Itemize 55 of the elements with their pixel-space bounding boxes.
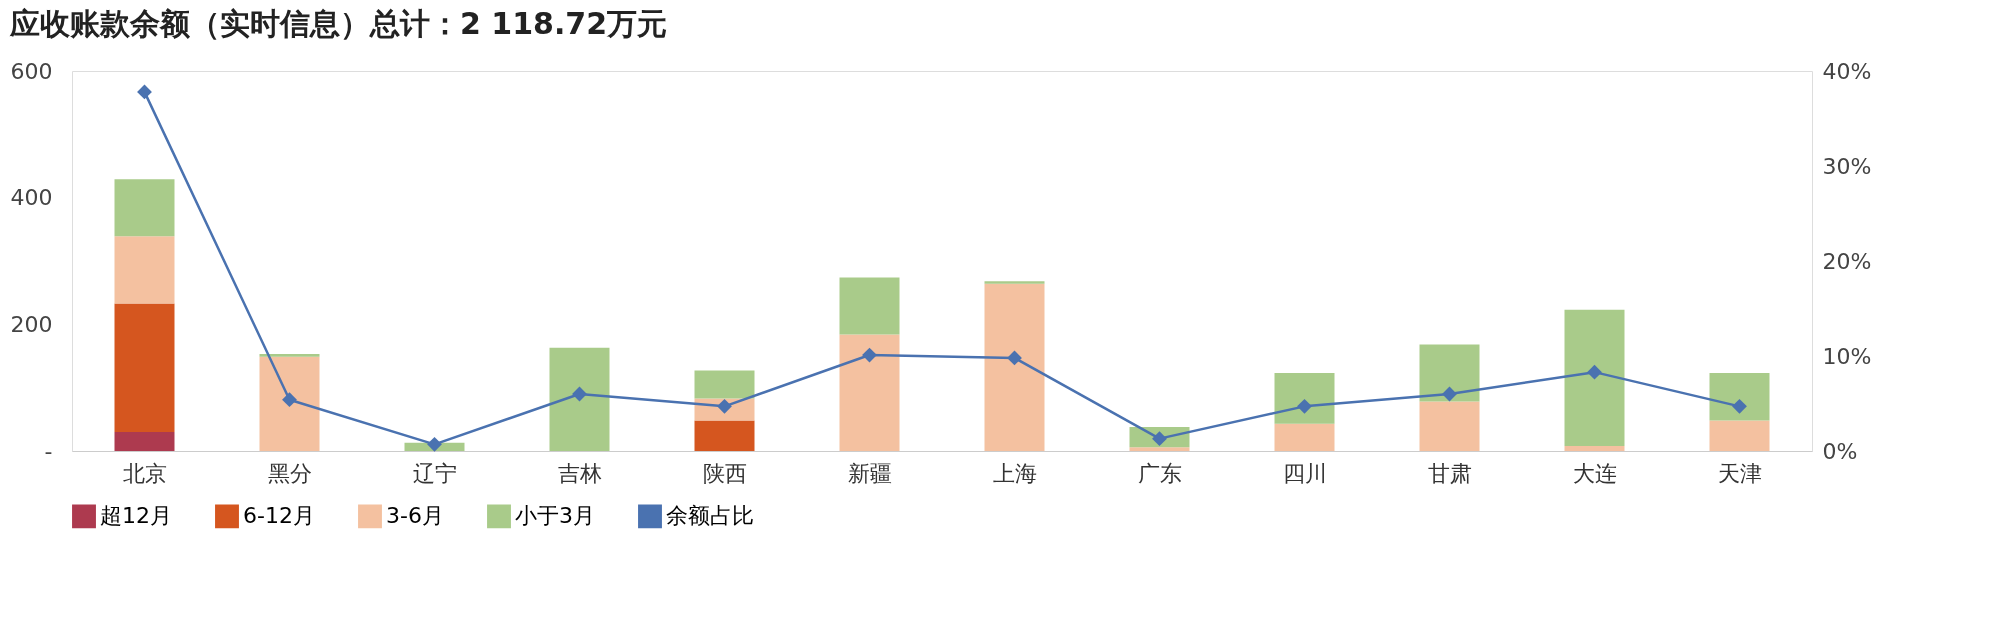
y-tick-label: - bbox=[44, 438, 53, 464]
y-tick-label: 400 bbox=[10, 185, 53, 211]
bar bbox=[694, 420, 755, 451]
x-tick-label: 大连 bbox=[1572, 460, 1617, 486]
x-tick-label: 辽宁 bbox=[412, 460, 457, 486]
x-tick-label: 天津 bbox=[1717, 460, 1762, 486]
bar bbox=[114, 303, 175, 432]
chart-title: 应收账款余额（实时信息）总计：2 118.72万元 bbox=[9, 6, 668, 41]
bar bbox=[114, 236, 175, 304]
bar bbox=[839, 277, 900, 335]
point bbox=[282, 392, 297, 408]
legend-label: 余额占比 bbox=[666, 503, 754, 529]
y2-tick-label: 30% bbox=[1822, 153, 1872, 179]
bar bbox=[839, 334, 900, 451]
point bbox=[1732, 398, 1747, 414]
x-tick-label: 黑分 bbox=[267, 460, 312, 486]
x-tick-label: 吉林 bbox=[557, 460, 602, 486]
legend-label: 3-6月 bbox=[386, 503, 444, 529]
x-tick-label: 新疆 bbox=[847, 460, 892, 486]
y2-tick-label: 20% bbox=[1822, 248, 1872, 274]
bar bbox=[1129, 447, 1190, 451]
x-tick-label: 陕西 bbox=[702, 460, 747, 486]
legend-label: 6-12月 bbox=[243, 503, 315, 529]
y-tick-label: 200 bbox=[10, 311, 53, 337]
bar bbox=[1709, 373, 1770, 421]
x-tick-label: 甘肃 bbox=[1427, 460, 1472, 486]
y2-tick-label: 0% bbox=[1822, 438, 1858, 464]
legend-label: 超12月 bbox=[100, 503, 172, 529]
x-tick-label: 北京 bbox=[122, 460, 167, 486]
bar bbox=[1419, 401, 1480, 451]
bar bbox=[1709, 420, 1770, 451]
y2-tick-label: 40% bbox=[1822, 58, 1872, 84]
bar bbox=[1564, 309, 1625, 446]
bar bbox=[114, 179, 175, 237]
bar bbox=[984, 283, 1045, 451]
bar bbox=[259, 354, 320, 357]
x-tick-label: 上海 bbox=[992, 460, 1037, 486]
bar bbox=[1419, 344, 1480, 402]
legend-label: 小于3月 bbox=[515, 503, 595, 529]
y-tick-label: 600 bbox=[10, 58, 53, 84]
point bbox=[137, 84, 152, 100]
bar bbox=[1564, 445, 1625, 451]
point bbox=[427, 436, 442, 452]
y2-tick-label: 10% bbox=[1822, 343, 1872, 369]
x-tick-label: 广东 bbox=[1137, 460, 1182, 486]
bar bbox=[1274, 423, 1335, 451]
bar bbox=[549, 347, 610, 451]
bar bbox=[1274, 373, 1335, 424]
x-tick-label: 四川 bbox=[1282, 460, 1327, 486]
bar bbox=[984, 281, 1045, 284]
point bbox=[1007, 350, 1022, 366]
bar bbox=[694, 370, 755, 399]
point bbox=[1587, 364, 1602, 380]
bar bbox=[114, 432, 175, 451]
bar bbox=[259, 356, 320, 451]
